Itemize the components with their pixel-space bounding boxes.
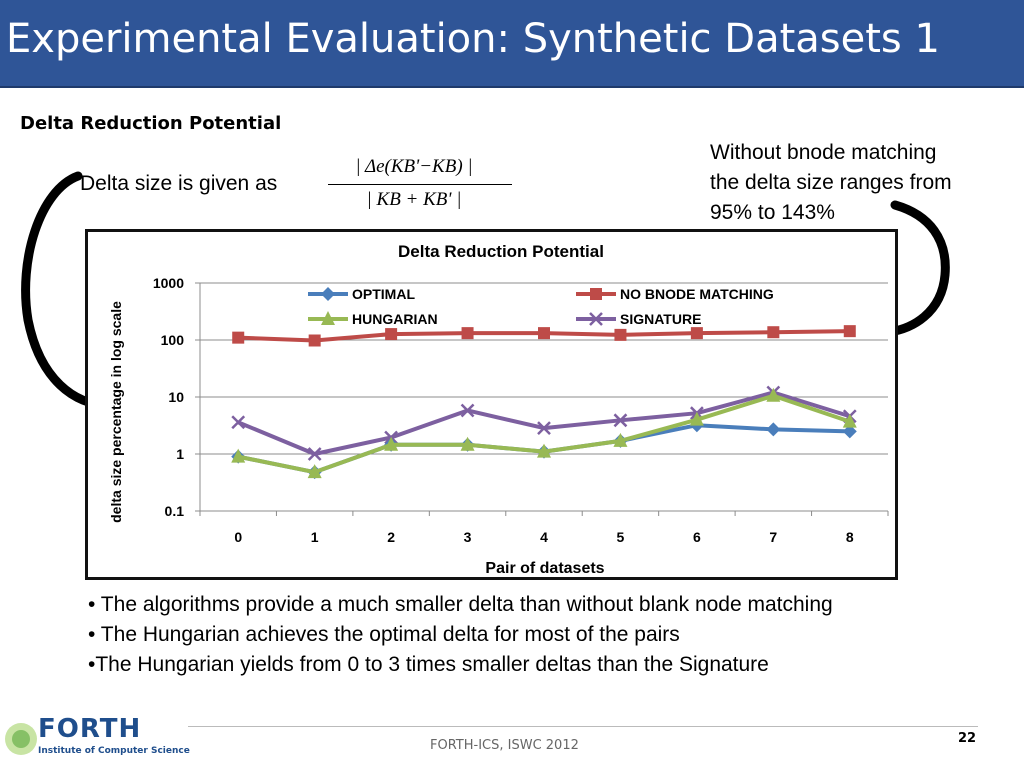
- y-tick-label: 100: [161, 332, 185, 348]
- note-line: 95% to 143%: [710, 201, 835, 224]
- data-point: [537, 443, 551, 458]
- delta-formula: | Δe(KB'−KB) | | KB + KB' |: [316, 154, 512, 216]
- x-tick-label: 6: [693, 529, 701, 545]
- data-point: [460, 403, 475, 418]
- bullet-item: • The algorithms provide a much smaller …: [88, 593, 833, 616]
- bullet-list: • The algorithms provide a much smaller …: [88, 590, 968, 680]
- data-point: [232, 331, 245, 344]
- data-point: [307, 447, 322, 461]
- data-point: [690, 327, 703, 340]
- data-point: [385, 328, 398, 341]
- data-point: [231, 415, 246, 430]
- data-point: [842, 413, 857, 428]
- legend-marker: [321, 287, 335, 301]
- bullet-item: •The Hungarian yields from 0 to 3 times …: [88, 653, 769, 676]
- data-point: [614, 328, 627, 341]
- delta-chart: 1000 100 10 1 0.1 0 1 2 3 4 5 6 7 8 Delta Reduction Po…: [108, 242, 889, 577]
- data-point: [537, 421, 551, 435]
- data-point: [308, 334, 321, 347]
- data-point: [538, 327, 550, 340]
- x-tick-label: 8: [846, 529, 854, 545]
- formula-denominator: | KB + KB' |: [366, 189, 462, 210]
- forth-logo: FORTH Institute of Computer Science: [4, 712, 204, 766]
- legend-label: OPTIMAL: [352, 286, 415, 302]
- data-point: [307, 464, 322, 479]
- legend-marker: [589, 312, 603, 326]
- legend-label: SIGNATURE: [620, 311, 701, 327]
- chart-title: Delta Reduction Potential: [398, 242, 604, 261]
- formula-numerator: | Δe(KB'−KB) |: [355, 156, 473, 177]
- title-bar: Experimental Evaluation: Synthetic Datas…: [0, 0, 1024, 88]
- formula-fraction-line: [328, 184, 512, 185]
- series-line: [237, 393, 851, 475]
- y-tick-label: 1: [176, 446, 184, 462]
- note-line: Without bnode matching: [710, 141, 937, 164]
- bullet-item: • The Hungarian achieves the optimal del…: [88, 623, 680, 646]
- delta-size-text: Delta size is given as: [80, 172, 278, 195]
- y-axis-label: delta size percentage in log scale: [108, 301, 124, 523]
- slide-title: Experimental Evaluation: Synthetic Datas…: [6, 16, 940, 62]
- x-tick-label: 5: [617, 529, 625, 545]
- legend-label: NO BNODE MATCHING: [620, 286, 774, 302]
- data-point: [842, 424, 857, 439]
- x-tick-label: 2: [387, 529, 395, 545]
- legend-marker: [321, 311, 335, 325]
- footer-divider: [188, 726, 978, 727]
- subheading: Delta Reduction Potential: [20, 113, 282, 134]
- x-tick-label: 3: [464, 529, 472, 545]
- data-point: [689, 411, 704, 426]
- data-point: [231, 448, 246, 463]
- note-line: the delta size ranges from: [710, 171, 952, 194]
- data-point: [613, 413, 628, 428]
- x-tick-label: 4: [540, 529, 548, 545]
- y-tick-label: 10: [168, 389, 184, 405]
- y-tick-label: 1000: [153, 275, 184, 291]
- data-point: [767, 326, 780, 339]
- data-point: [843, 325, 856, 338]
- data-point: [766, 422, 781, 437]
- data-point: [613, 432, 628, 447]
- x-axis-label: Pair of datasets: [485, 560, 604, 577]
- logo-subtitle: Institute of Computer Science: [38, 746, 190, 756]
- x-tick-label: 0: [234, 529, 242, 545]
- bnode-note: Without bnode matching the delta size ra…: [710, 138, 952, 228]
- legend-label: HUNGARIAN: [352, 311, 438, 327]
- data-point: [460, 436, 475, 451]
- forth-logo-icon: [5, 723, 37, 755]
- logo-wordmark: FORTH: [38, 714, 142, 744]
- legend-marker: [590, 288, 602, 300]
- chart-frame: 1000 100 10 1 0.1 0 1 2 3 4 5 6 7 8 Delta Reduction Po…: [85, 229, 898, 580]
- page-number: 22: [958, 731, 977, 746]
- x-tick-label: 7: [769, 529, 777, 545]
- data-point: [461, 327, 474, 340]
- x-tick-label: 1: [311, 529, 319, 545]
- footer-text: FORTH-ICS, ISWC 2012: [430, 738, 579, 753]
- data-point: [384, 436, 399, 451]
- data-point: [766, 387, 781, 402]
- y-tick-label: 0.1: [165, 503, 185, 519]
